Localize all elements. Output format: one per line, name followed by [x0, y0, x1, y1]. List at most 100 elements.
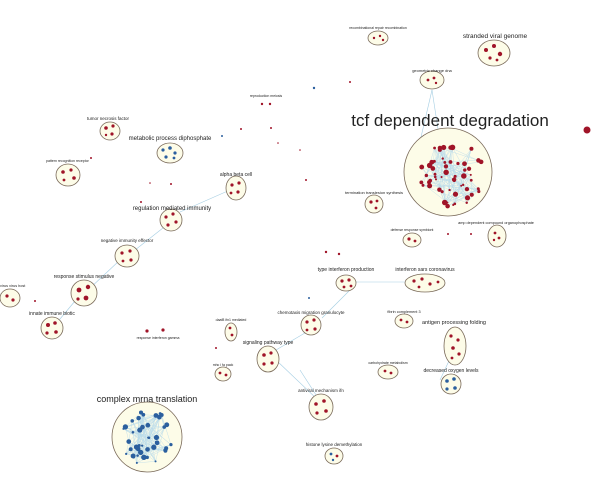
network-node[interactable] [164, 422, 170, 428]
network-node[interactable] [464, 186, 470, 192]
cluster-alphabeta[interactable]: alpha beta cell [220, 172, 252, 201]
network-node[interactable] [469, 192, 474, 197]
network-node[interactable] [130, 419, 134, 423]
network-node[interactable] [128, 447, 133, 452]
cluster-virus-host[interactable]: virus virus host [0, 284, 26, 308]
cluster-termination[interactable]: termination translesion synthesis [345, 190, 403, 214]
network-node[interactable] [456, 161, 460, 166]
network-node[interactable] [151, 444, 157, 450]
network-node[interactable] [464, 195, 471, 201]
network-node[interactable] [443, 169, 449, 175]
cluster-geometric[interactable]: geometric change dna [412, 68, 453, 90]
network-node[interactable] [427, 183, 433, 189]
network-node[interactable] [452, 191, 459, 197]
network-node[interactable] [437, 145, 443, 151]
network-node[interactable] [443, 164, 449, 169]
network-node[interactable] [430, 166, 436, 171]
network-node[interactable] [136, 454, 139, 457]
network-node[interactable] [126, 439, 132, 444]
network-node[interactable] [453, 202, 457, 206]
network-node[interactable] [445, 203, 450, 209]
network-node[interactable] [433, 172, 437, 176]
cluster-response-ifn[interactable]: response interferon gamma [137, 328, 180, 340]
cluster-metabolic[interactable]: metabolic process diphosphate [129, 136, 212, 164]
cluster-pattern[interactable]: pattern recognition receptor [46, 159, 90, 187]
cluster-type-ifn[interactable]: type interferon production [318, 267, 375, 292]
cluster-recomb[interactable]: recombinational repair recombination [349, 26, 407, 46]
network-node[interactable] [169, 443, 173, 447]
cluster-tumor[interactable]: tumor necrosis factor [87, 116, 130, 141]
network-node[interactable] [477, 188, 480, 191]
network-node[interactable] [437, 187, 442, 192]
network-node[interactable] [433, 175, 437, 179]
network-node[interactable] [462, 183, 465, 186]
network-node[interactable] [163, 448, 168, 453]
network-node[interactable] [145, 447, 150, 452]
network-node[interactable] [448, 145, 453, 150]
network-node[interactable] [441, 199, 448, 206]
network-node[interactable] [159, 412, 164, 417]
network-node[interactable] [460, 184, 463, 187]
network-node[interactable] [428, 178, 433, 183]
network-node[interactable] [443, 160, 447, 164]
network-node[interactable] [446, 201, 449, 204]
network-node[interactable] [448, 188, 451, 192]
cluster-carbohydrate[interactable]: carbohydrate metabolism [368, 361, 408, 380]
network-node[interactable] [137, 444, 141, 447]
cluster-response-neg[interactable]: response stimulus negative [54, 274, 115, 307]
network-node[interactable] [141, 412, 146, 417]
network-node[interactable] [440, 190, 444, 194]
cluster-histone[interactable]: histone lysine demethylation [306, 442, 363, 465]
network-node[interactable] [145, 455, 149, 460]
network-node[interactable] [130, 453, 136, 459]
network-node[interactable] [440, 175, 443, 179]
network-node[interactable] [469, 178, 473, 182]
network-node[interactable] [141, 454, 147, 461]
outlier-node[interactable] [583, 126, 591, 134]
network-node[interactable] [441, 144, 447, 151]
cluster-stranded[interactable]: stranded viral genome [463, 33, 528, 67]
network-node[interactable] [476, 158, 481, 163]
cluster-signaling[interactable]: signaling pathway type [243, 340, 294, 373]
cluster-innate[interactable]: innate immune biotic [29, 311, 75, 340]
network-node[interactable] [137, 427, 143, 433]
network-node[interactable] [135, 446, 141, 452]
network-node[interactable] [466, 166, 472, 171]
network-node[interactable] [465, 201, 468, 204]
network-node[interactable] [419, 164, 425, 170]
network-node[interactable] [135, 461, 138, 464]
network-node[interactable] [154, 460, 157, 463]
network-node[interactable] [433, 146, 436, 150]
cluster-reproduction[interactable]: reproduction meiosis [250, 94, 283, 106]
cluster-fibrin[interactable]: fibrin complement 3 [387, 310, 421, 329]
cluster-mhc[interactable]: mhc i fa pack [213, 363, 234, 382]
network-node[interactable] [136, 415, 141, 421]
network-node[interactable] [429, 159, 435, 165]
network-node[interactable] [453, 174, 457, 178]
network-node[interactable] [477, 189, 481, 194]
cluster-antigen[interactable]: antigen processing folding [422, 320, 486, 366]
cluster-interferon-sars[interactable]: interferon sars coronavirus [395, 267, 455, 293]
cluster-regulation[interactable]: regulation mediated immunity [133, 206, 211, 232]
network-node[interactable] [469, 146, 474, 151]
cluster-negative-immunity[interactable]: negative immunity effector [101, 238, 154, 268]
network-node[interactable] [122, 424, 129, 430]
network-node[interactable] [153, 434, 160, 441]
cluster-daaf[interactable]: daaf8 ifn1 mediated [216, 318, 247, 342]
network-node[interactable] [424, 173, 429, 178]
network-node[interactable] [421, 183, 425, 187]
network-node[interactable] [138, 449, 144, 456]
network-node[interactable] [469, 173, 472, 176]
network-node[interactable] [140, 444, 144, 447]
network-node[interactable] [131, 430, 135, 434]
network-node[interactable] [154, 440, 158, 444]
network-node[interactable] [147, 436, 151, 440]
cluster-complex[interactable]: complex mrna translation [97, 394, 198, 473]
network-node[interactable] [463, 168, 467, 172]
network-node[interactable] [419, 180, 424, 185]
cluster-antiviral[interactable]: antiviral mechanism ifn [298, 388, 344, 421]
cluster-tcf[interactable]: tcf dependent degradation [351, 111, 549, 217]
network-node[interactable] [434, 178, 438, 181]
network-node[interactable] [451, 177, 457, 182]
network-node[interactable] [448, 160, 453, 164]
